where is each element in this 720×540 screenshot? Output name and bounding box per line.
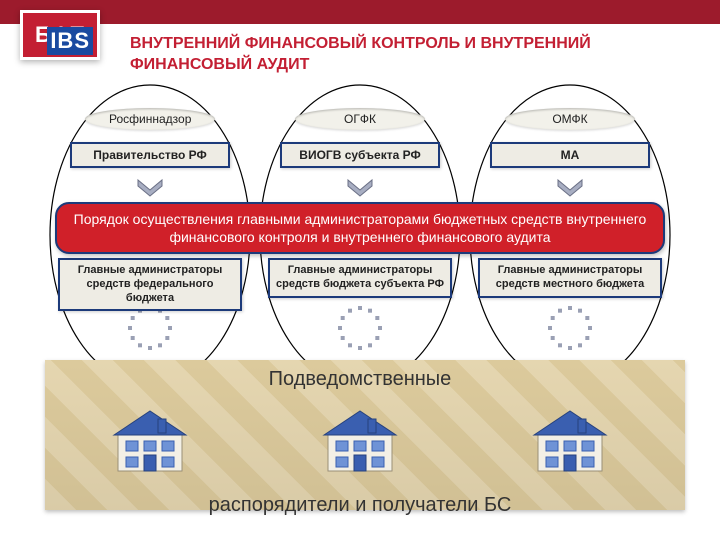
oversight-oval: ОМФК xyxy=(505,108,635,130)
authority-box: МА xyxy=(490,142,650,168)
arrow-down-icon xyxy=(136,178,164,205)
subordinates-label-bot: распорядители и получатели БС xyxy=(0,494,720,517)
subordinates-label-top: Подведомственные xyxy=(0,368,720,391)
administrator-box: Главные администраторы средств местного … xyxy=(478,258,662,298)
oversight-oval: Росфиннадзор xyxy=(85,108,215,130)
administrator-box: Главные администраторы средств федеральн… xyxy=(58,258,242,311)
authority-box: Правительство РФ xyxy=(70,142,230,168)
oversight-oval: ОГФК xyxy=(295,108,425,130)
authority-box: ВИОГВ субъекта РФ xyxy=(280,142,440,168)
arrow-down-icon xyxy=(346,178,374,205)
building-icon xyxy=(320,405,400,475)
administrator-box: Главные администраторы средств бюджета с… xyxy=(268,258,452,298)
header-bar xyxy=(0,0,720,24)
page-title: ВНУТРЕННИЙ ФИНАНСОВЫЙ КОНТРОЛЬ И ВНУТРЕН… xyxy=(130,34,690,76)
arrow-down-icon xyxy=(556,178,584,205)
logo: БФТ IBS xyxy=(20,10,100,60)
red-procedure-bar: Порядок осуществления главными администр… xyxy=(55,202,665,254)
building-icon xyxy=(110,405,190,475)
logo-sub: IBS xyxy=(47,27,93,55)
building-icon xyxy=(530,405,610,475)
